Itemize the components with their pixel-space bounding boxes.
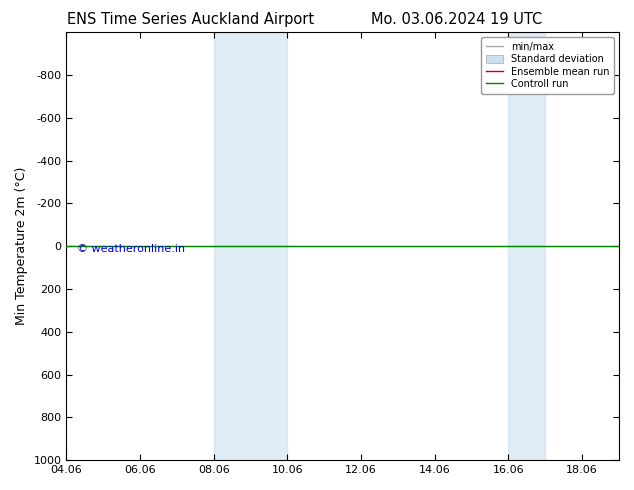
Text: Mo. 03.06.2024 19 UTC: Mo. 03.06.2024 19 UTC — [371, 12, 542, 27]
Text: © weatheronline.in: © weatheronline.in — [77, 244, 186, 254]
Y-axis label: Min Temperature 2m (°C): Min Temperature 2m (°C) — [15, 167, 28, 325]
Bar — [214, 32, 287, 460]
Bar — [508, 32, 545, 460]
Text: ENS Time Series Auckland Airport: ENS Time Series Auckland Airport — [67, 12, 314, 27]
Legend: min/max, Standard deviation, Ensemble mean run, Controll run: min/max, Standard deviation, Ensemble me… — [481, 37, 614, 94]
